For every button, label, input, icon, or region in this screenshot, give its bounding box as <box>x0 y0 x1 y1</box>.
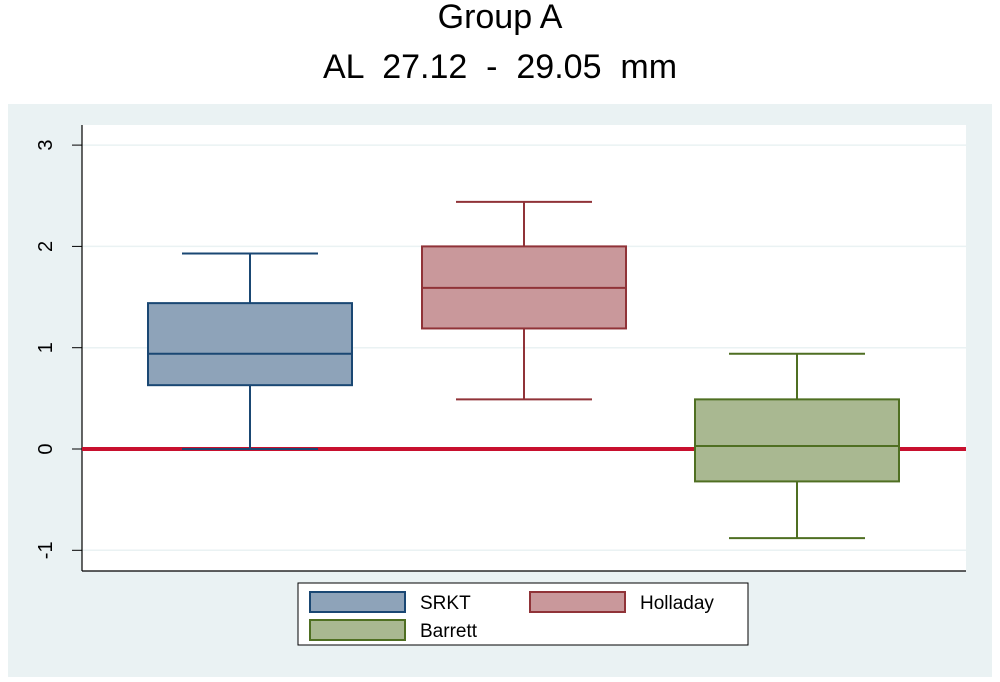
chart-subtitle: AL 27.12 - 29.05 mm <box>322 48 678 86</box>
chart-title: Group A <box>437 0 563 36</box>
legend-label: Barrett <box>420 621 478 642</box>
legend-swatch <box>309 619 406 641</box>
legend-label: Holladay <box>640 593 714 614</box>
legend-swatch <box>529 591 626 613</box>
y-tick-label: 3 <box>35 140 57 151</box>
y-tick-label: 2 <box>35 241 57 252</box>
legend-label: SRKT <box>420 593 471 614</box>
legend-swatch <box>309 591 406 613</box>
y-tick-label: 0 <box>35 443 57 454</box>
y-tick-label: -1 <box>35 541 57 559</box>
box-barrett <box>694 398 900 483</box>
box-srkt <box>147 302 353 387</box>
y-tick-label: 1 <box>35 342 57 353</box>
